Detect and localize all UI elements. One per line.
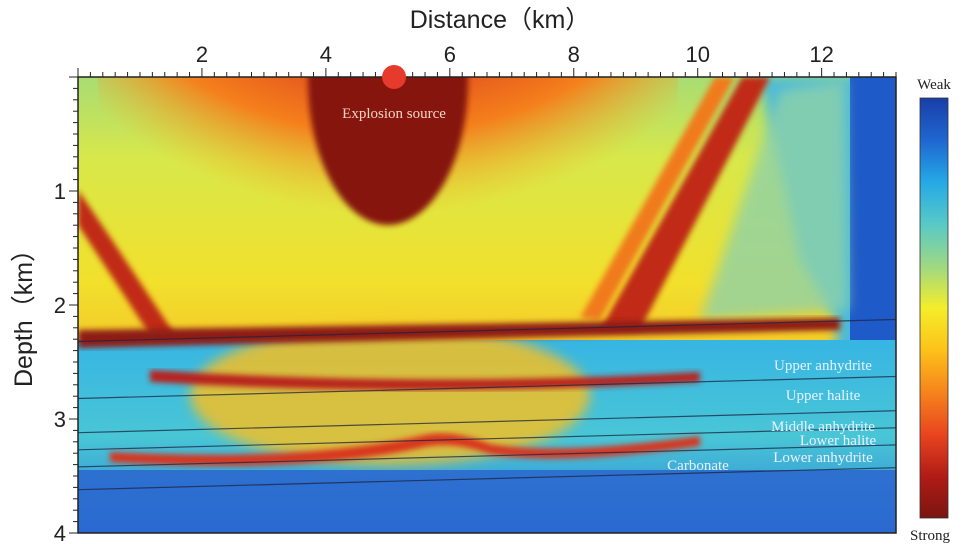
weak-wedge-right [700,80,848,320]
reflector-top [78,318,840,348]
x-axis-ticks [77,68,897,77]
deep-weak-zone [78,470,896,533]
layer-boundary-line [78,467,896,491]
x-tick-labels: 2 4 6 8 10 12 [196,42,834,67]
layer-boundaries [78,318,896,491]
colorbar-bottom-label: Strong [910,528,951,544]
colorbar: Weak Strong [910,77,951,544]
reflector-anticline [110,433,700,466]
layer-labels: Upper anhydrite Upper halite Middle anhydr… [667,358,876,474]
explosion-source-label: Explosion source [342,106,446,122]
x-tick-label: 4 [320,42,332,67]
y-tick-label: 2 [54,293,66,318]
layer-label: Upper halite [786,388,861,404]
layer-label: Lower anhydrite [773,450,873,466]
y-axis-title: Depth（km） [10,237,38,387]
y-axis-ticks [69,76,78,534]
x-tick-label: 8 [568,42,580,67]
colorbar-top-label: Weak [917,77,951,93]
y-tick-label: 1 [54,179,66,204]
layer-boundary-line [78,375,896,400]
x-tick-label: 12 [809,42,833,67]
wave-band-right [600,77,770,330]
wave-band-left [78,190,175,335]
x-axis-title: Distance（km） [410,6,591,34]
colorbar-scale [919,97,949,519]
layer-label: Lower halite [800,433,877,449]
y-tick-label: 4 [54,521,66,544]
layer-boundary-line [78,427,896,451]
y-tick-labels: 1 2 3 4 [54,179,66,544]
layer-boundary-line [78,410,896,434]
layer-label: Carbonate [667,458,729,474]
x-tick-label: 10 [685,42,709,67]
plot-frame [77,76,897,534]
layer-label: Middle anhydrite [771,419,875,435]
direct-wave-core [308,77,468,225]
layer-boundary-line [78,318,896,343]
wavefield-heatmap [78,77,896,533]
x-tick-label: 2 [196,42,208,67]
wave-band-right-outer [580,77,735,320]
layer-boundary-line [78,444,896,468]
x-tick-label: 6 [444,42,456,67]
lower-energy-zone [190,325,590,465]
layer-label: Upper anhydrite [774,358,872,374]
explosion-source-marker [382,65,407,89]
y-tick-label: 3 [54,407,66,432]
